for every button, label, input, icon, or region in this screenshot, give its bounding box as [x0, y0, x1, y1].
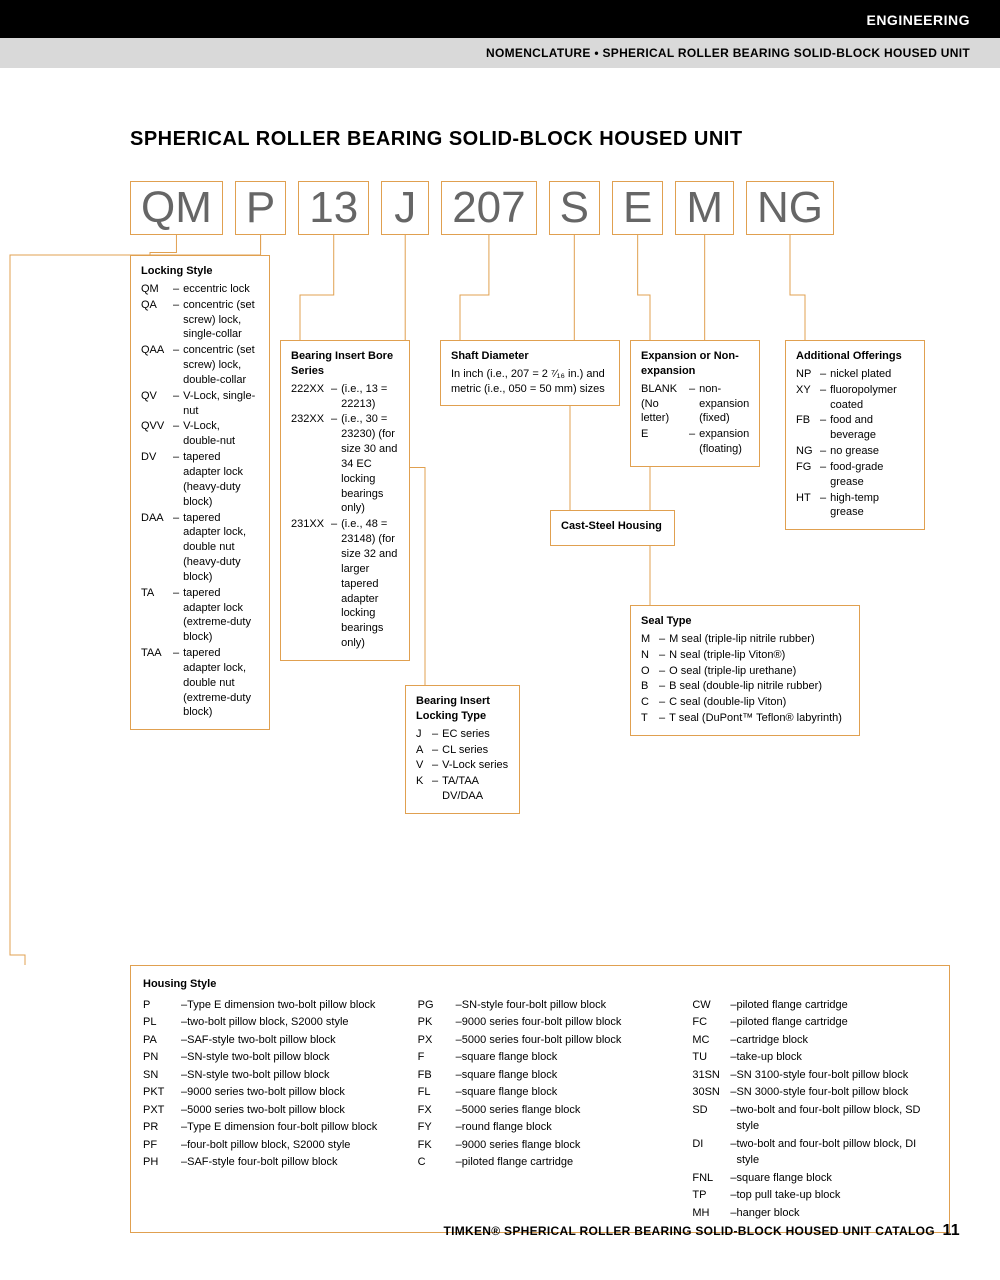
additional-box: Additional OfferingsNP–nickel platedXY–f… — [785, 340, 925, 530]
code-box-6: E — [612, 181, 663, 235]
code-box-7: M — [675, 181, 734, 235]
code-box-5: S — [549, 181, 600, 235]
locking-style-box: Locking StyleQM–eccentric lockQA–concent… — [130, 255, 270, 730]
page-title: SPHERICAL ROLLER BEARING SOLID-BLOCK HOU… — [130, 128, 950, 151]
code-box-4: 207 — [441, 181, 536, 235]
housing-style-box: Housing StyleP–Type E dimension two-bolt… — [130, 965, 950, 1233]
code-box-2: 13 — [298, 181, 369, 235]
locking-type-box: Bearing Insert Locking TypeJ–EC seriesA–… — [405, 685, 520, 814]
nomenclature-codes: QMP13J207SEMNG — [130, 181, 950, 235]
code-box-1: P — [235, 181, 286, 235]
code-box-0: QM — [130, 181, 223, 235]
shaft-diameter-box: Shaft DiameterIn inch (i.e., 207 = 2 ⁷⁄₁… — [440, 340, 620, 406]
bore-series-box: Bearing Insert Bore Series222XX–(i.e., 1… — [280, 340, 410, 661]
page-number: 11 — [942, 1222, 960, 1239]
code-box-8: NG — [746, 181, 834, 235]
code-box-3: J — [381, 181, 429, 235]
info-area: Locking StyleQM–eccentric lockQA–concent… — [130, 255, 950, 955]
header-black: ENGINEERING — [0, 0, 1000, 38]
seal-type-box: Seal TypeM–M seal (triple-lip nitrile ru… — [630, 605, 860, 736]
cast-steel-box: Cast-Steel Housing — [550, 510, 675, 546]
content-area: SPHERICAL ROLLER BEARING SOLID-BLOCK HOU… — [0, 68, 1000, 1233]
expansion-box: Expansion or Non-expansionBLANK (No lett… — [630, 340, 760, 467]
page-footer: TIMKEN® SPHERICAL ROLLER BEARING SOLID-B… — [443, 1222, 960, 1240]
header-gray: NOMENCLATURE • SPHERICAL ROLLER BEARING … — [0, 38, 1000, 68]
footer-text: TIMKEN® SPHERICAL ROLLER BEARING SOLID-B… — [443, 1224, 934, 1238]
